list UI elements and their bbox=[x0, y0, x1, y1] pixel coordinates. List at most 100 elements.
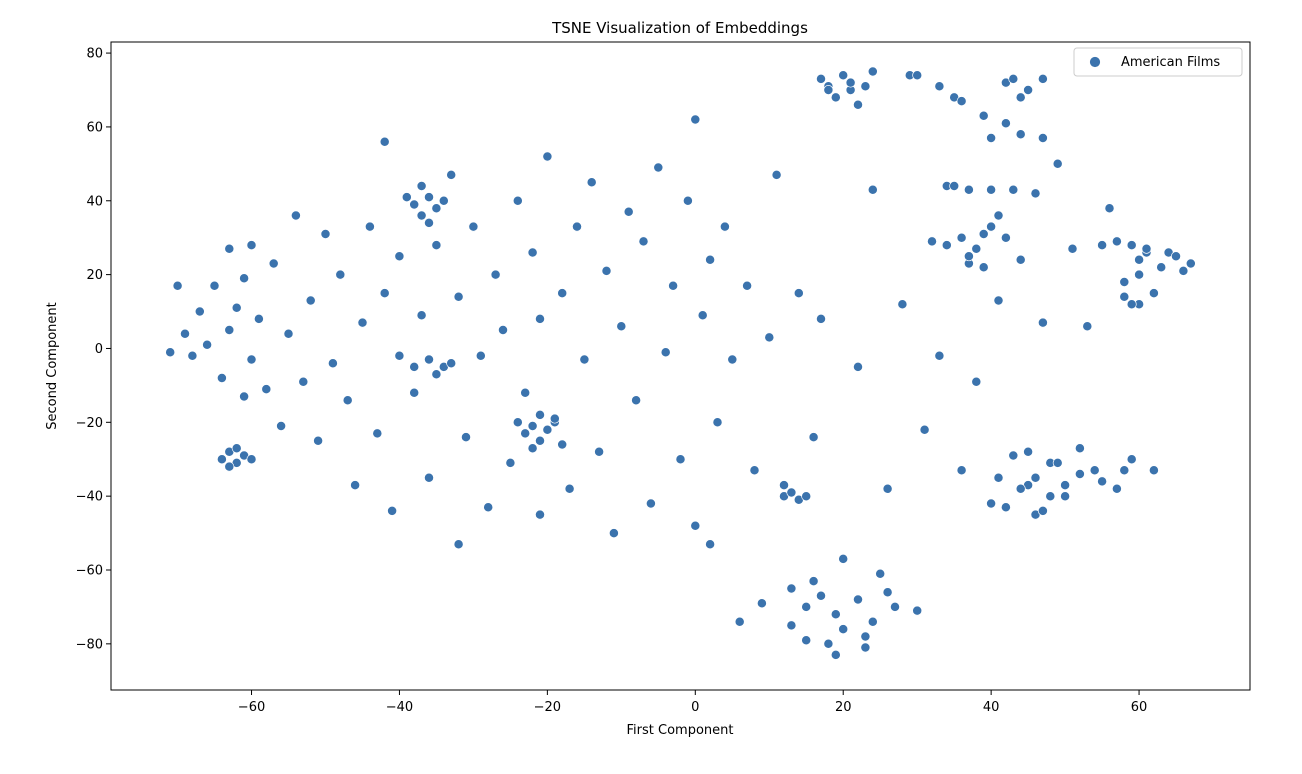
data-point bbox=[986, 184, 997, 195]
data-point bbox=[1030, 472, 1041, 483]
y-tick-label: 80 bbox=[86, 47, 103, 62]
data-point bbox=[579, 354, 590, 365]
data-point bbox=[779, 480, 789, 491]
data-point bbox=[535, 409, 545, 420]
data-point bbox=[941, 240, 952, 251]
data-point bbox=[727, 354, 738, 365]
data-point bbox=[1074, 443, 1085, 454]
data-point bbox=[335, 269, 346, 280]
data-point bbox=[564, 483, 575, 494]
data-point bbox=[446, 169, 457, 180]
data-point bbox=[357, 317, 368, 328]
data-point bbox=[830, 649, 841, 660]
data-point bbox=[1148, 465, 1159, 476]
data-point bbox=[372, 428, 383, 439]
data-point bbox=[682, 195, 693, 206]
data-point bbox=[845, 77, 856, 88]
data-point bbox=[660, 347, 671, 358]
data-point bbox=[830, 92, 841, 103]
data-point bbox=[1134, 254, 1145, 265]
x-tick-label: 60 bbox=[1131, 700, 1148, 715]
data-point bbox=[239, 273, 250, 284]
y-tick-label: −80 bbox=[76, 637, 103, 652]
y-axis-ticks: −80 −60 −40 −20 0 20 40 60 80 bbox=[76, 47, 111, 652]
data-point bbox=[424, 192, 434, 203]
data-point bbox=[246, 240, 257, 251]
data-point bbox=[394, 350, 405, 361]
data-point bbox=[431, 203, 442, 214]
y-tick-label: −20 bbox=[76, 416, 103, 431]
data-point bbox=[749, 465, 760, 476]
data-point bbox=[490, 269, 501, 280]
data-point bbox=[379, 136, 390, 147]
data-point bbox=[934, 350, 945, 361]
data-point bbox=[1126, 299, 1137, 310]
data-point bbox=[1119, 291, 1130, 302]
x-tick-label: 20 bbox=[835, 700, 852, 715]
data-point bbox=[246, 354, 257, 365]
data-point bbox=[1171, 251, 1181, 262]
data-point bbox=[1097, 476, 1108, 487]
data-point bbox=[875, 568, 886, 579]
data-point bbox=[890, 601, 900, 612]
data-point bbox=[1148, 288, 1159, 299]
data-point bbox=[742, 280, 753, 291]
legend: American Films bbox=[1073, 47, 1243, 77]
data-point bbox=[956, 465, 967, 476]
data-point bbox=[268, 258, 279, 269]
data-point bbox=[387, 505, 398, 516]
y-tick-label: 20 bbox=[86, 268, 103, 283]
data-point bbox=[1008, 184, 1019, 195]
data-point bbox=[194, 306, 205, 317]
data-point bbox=[409, 387, 420, 398]
data-point bbox=[586, 177, 597, 188]
data-point bbox=[801, 635, 812, 646]
data-point bbox=[313, 435, 324, 446]
data-point bbox=[409, 361, 420, 372]
data-point bbox=[986, 133, 997, 143]
data-point bbox=[520, 387, 531, 398]
data-point bbox=[1037, 317, 1048, 328]
data-point bbox=[224, 325, 235, 335]
data-point bbox=[705, 254, 716, 265]
data-point bbox=[793, 288, 804, 299]
data-point bbox=[209, 280, 220, 291]
data-point bbox=[1037, 133, 1048, 143]
data-point bbox=[594, 446, 605, 457]
data-point bbox=[1015, 254, 1026, 265]
data-point bbox=[786, 487, 797, 498]
plot-area-frame bbox=[110, 41, 1251, 691]
data-point bbox=[1052, 457, 1063, 468]
data-point bbox=[483, 502, 494, 513]
data-point bbox=[1111, 483, 1122, 494]
data-point bbox=[971, 376, 982, 387]
data-point bbox=[1111, 236, 1122, 247]
data-point bbox=[719, 221, 730, 232]
data-point bbox=[320, 229, 331, 239]
data-point bbox=[949, 181, 960, 191]
data-point bbox=[1119, 277, 1130, 287]
data-point bbox=[1008, 73, 1019, 84]
data-point bbox=[549, 413, 560, 424]
data-point bbox=[838, 70, 849, 81]
data-point bbox=[860, 81, 871, 92]
data-point bbox=[867, 184, 878, 195]
data-point bbox=[424, 472, 434, 483]
data-point bbox=[956, 232, 967, 243]
data-point bbox=[527, 443, 538, 454]
data-point bbox=[616, 321, 627, 332]
data-point bbox=[1045, 491, 1056, 502]
data-point bbox=[1074, 469, 1085, 479]
data-point bbox=[416, 181, 427, 191]
data-point bbox=[505, 457, 516, 468]
data-point bbox=[520, 428, 531, 439]
data-point bbox=[853, 99, 863, 110]
y-tick-label: 60 bbox=[86, 120, 103, 135]
data-point bbox=[912, 605, 923, 616]
data-point bbox=[830, 609, 841, 620]
data-point bbox=[1037, 505, 1048, 516]
x-tick-label: 40 bbox=[983, 700, 1000, 715]
data-point bbox=[838, 553, 849, 564]
data-point bbox=[1030, 188, 1041, 199]
